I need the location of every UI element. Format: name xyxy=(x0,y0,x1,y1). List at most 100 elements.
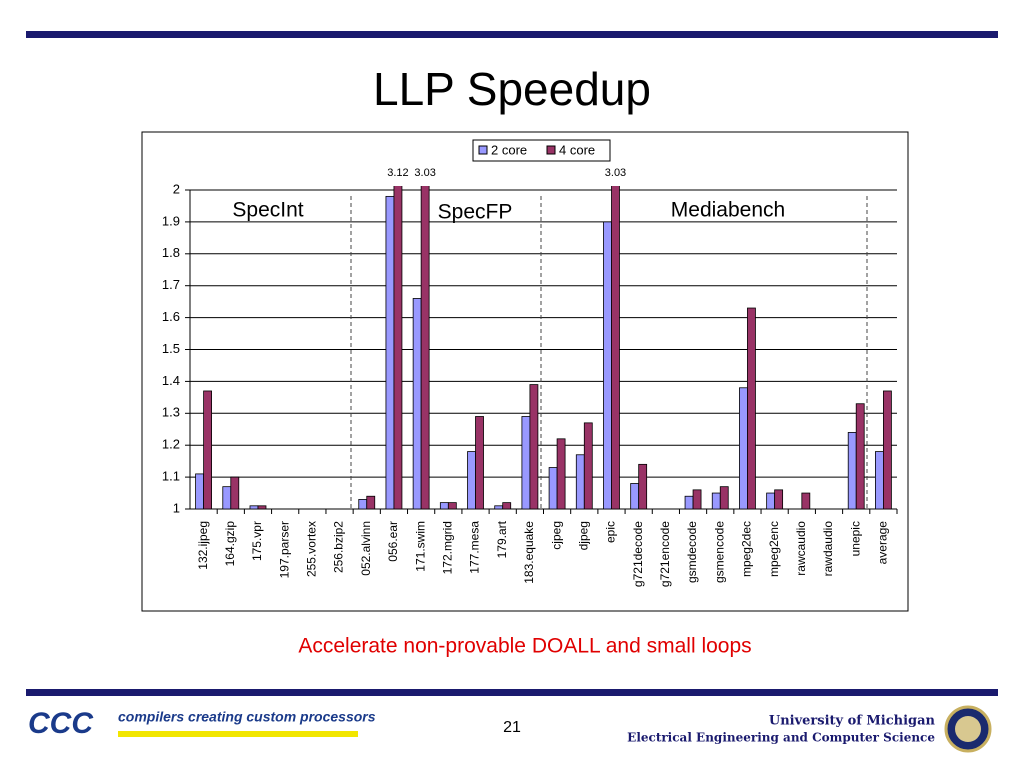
x-tick-label: gsmencode xyxy=(712,521,726,583)
x-tick-label: epic xyxy=(604,521,618,543)
university: University of Michigan xyxy=(769,714,936,729)
bar xyxy=(774,489,784,509)
bar xyxy=(556,438,566,509)
x-tick-label: mpeg2dec xyxy=(740,521,754,577)
legend-swatch xyxy=(546,145,556,155)
x-tick-label: 172.mgrid xyxy=(440,521,454,574)
y-tick-label: 1.3 xyxy=(162,405,180,420)
legend-swatch xyxy=(478,145,488,155)
x-tick-label: rawcaudio xyxy=(794,521,808,576)
x-tick-label: 132.ijpeg xyxy=(196,521,210,570)
bar xyxy=(766,492,776,509)
chart-frame xyxy=(141,131,909,612)
bar xyxy=(203,390,212,509)
y-tick-label: 1.5 xyxy=(162,341,180,356)
top-rule xyxy=(26,31,998,38)
x-tick-label: 177.mesa xyxy=(468,521,482,574)
caption: Accelerate non-provable DOALL and small … xyxy=(298,635,751,658)
bar xyxy=(230,476,240,509)
y-tick-label: 1.8 xyxy=(162,245,180,260)
y-tick-label: 2 xyxy=(173,181,180,196)
bar xyxy=(467,451,476,509)
group-label: SpecFP xyxy=(438,201,513,224)
bar xyxy=(249,505,259,509)
bar xyxy=(257,505,267,509)
y-tick-label: 1.7 xyxy=(162,277,180,292)
x-tick-label: 183.equake xyxy=(522,521,536,584)
bar xyxy=(630,483,640,509)
x-tick-label: 164.gzip xyxy=(223,521,237,567)
x-tick-label: 179.art xyxy=(495,520,509,558)
x-tick-label: 256.bzip2 xyxy=(332,521,346,573)
y-tick-label: 1.9 xyxy=(162,213,180,228)
tagline: compilers creating custom processors xyxy=(118,709,376,725)
bar xyxy=(412,298,422,509)
bar xyxy=(611,186,620,509)
value-label: 3.03 xyxy=(605,167,626,179)
bar xyxy=(548,467,558,509)
x-tick-label: 197.parser xyxy=(277,521,291,578)
x-tick-label: unepic xyxy=(848,521,862,556)
y-tick-label: 1 xyxy=(173,500,180,515)
bar xyxy=(875,451,884,509)
x-tick-label: 052.alvinn xyxy=(359,521,373,576)
bars xyxy=(195,186,892,509)
department: Electrical Engineering and Computer Scie… xyxy=(627,731,935,745)
page-number: 21 xyxy=(503,719,521,736)
x-tick-label: average xyxy=(876,521,890,565)
value-label: 3.12 xyxy=(387,167,408,179)
x-tick-label: g721decode xyxy=(631,521,645,587)
x-tick-label: gsmdecode xyxy=(685,521,699,583)
x-tick-label: rawdaudio xyxy=(821,521,835,577)
bar xyxy=(195,473,204,509)
bar xyxy=(502,502,512,509)
logo: CCC xyxy=(28,707,94,740)
bar xyxy=(222,486,232,509)
bar xyxy=(711,492,721,509)
y-tick-label: 1.1 xyxy=(162,469,180,484)
x-tick-label: 171.swim xyxy=(413,521,427,572)
bar xyxy=(684,495,694,509)
group-label: Mediabench xyxy=(671,199,785,222)
x-tick-label: mpeg2enc xyxy=(767,521,781,577)
bar xyxy=(719,486,729,509)
x-tick-label: djpeg xyxy=(576,521,590,550)
bar xyxy=(883,390,892,509)
bar xyxy=(847,432,857,509)
bar xyxy=(385,195,395,509)
chart: 1 1.1 1.2 1.3 1.4 1.5 1.6 1.7 1.8 1.9 2 SpecInt Spec… xyxy=(162,139,898,587)
bar xyxy=(855,403,865,509)
bar xyxy=(638,463,648,509)
x-tick-label: 255.vortex xyxy=(305,521,319,577)
y-tick-label: 1.2 xyxy=(162,437,180,452)
bar xyxy=(393,186,403,509)
tagline-underline xyxy=(118,731,358,737)
bar xyxy=(358,499,368,509)
bar xyxy=(529,384,539,509)
bar xyxy=(603,221,612,509)
bar xyxy=(439,502,449,509)
x-tick-label: 056.ear xyxy=(386,521,400,562)
bar xyxy=(420,186,430,509)
bar xyxy=(494,505,504,509)
bar xyxy=(801,492,811,509)
x-tick-label: 175.vpr xyxy=(250,521,264,561)
y-tick-label: 1.4 xyxy=(162,373,180,388)
bar xyxy=(692,489,702,509)
y-tick-label: 1.6 xyxy=(162,309,180,324)
bar xyxy=(475,416,484,509)
group-label: SpecInt xyxy=(232,199,303,222)
bottom-rule xyxy=(26,689,998,696)
bar xyxy=(747,307,756,509)
x-tick-label: cjpeg xyxy=(549,521,563,550)
slide-title: LLP Speedup xyxy=(373,63,651,115)
legend-label: 2 core xyxy=(491,142,527,157)
bar xyxy=(739,387,748,509)
legend-box xyxy=(472,139,611,162)
value-label: 3.03 xyxy=(414,167,435,179)
seal-center xyxy=(955,716,981,742)
bar xyxy=(447,502,457,509)
bar xyxy=(575,454,585,509)
bar xyxy=(521,416,531,509)
